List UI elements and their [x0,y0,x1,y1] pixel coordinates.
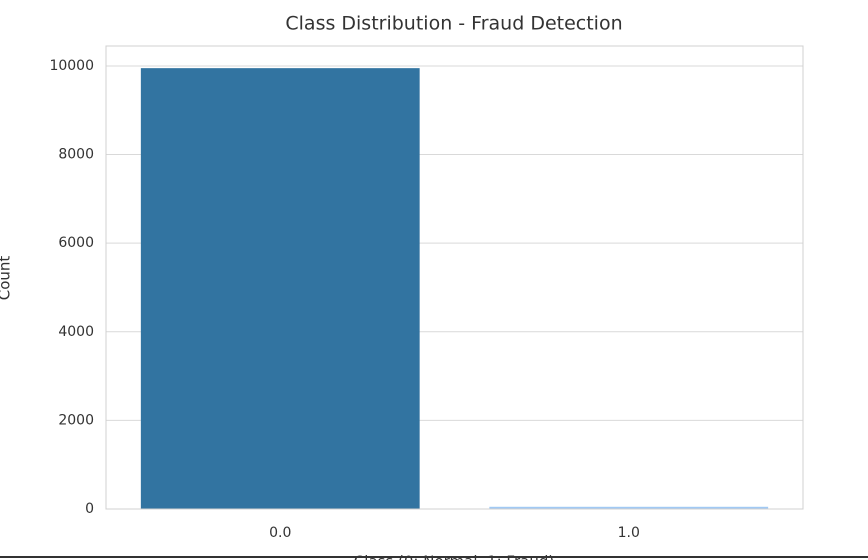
bar [489,506,769,509]
y-tick-label: 4000 [58,324,94,340]
y-tick-label: 0 [85,501,94,517]
y-tick-label: 8000 [58,147,94,163]
y-tick-label: 10000 [49,58,94,74]
y-tick-label: 2000 [58,412,94,428]
chart-title: Class Distribution - Fraud Detection [285,13,622,35]
x-tick-label: 1.0 [618,525,640,541]
bar [140,68,420,509]
y-axis-label: Count [0,256,14,301]
y-tick-label: 6000 [58,235,94,251]
x-tick-label: 0.0 [269,525,291,541]
plot-frame [105,45,804,510]
